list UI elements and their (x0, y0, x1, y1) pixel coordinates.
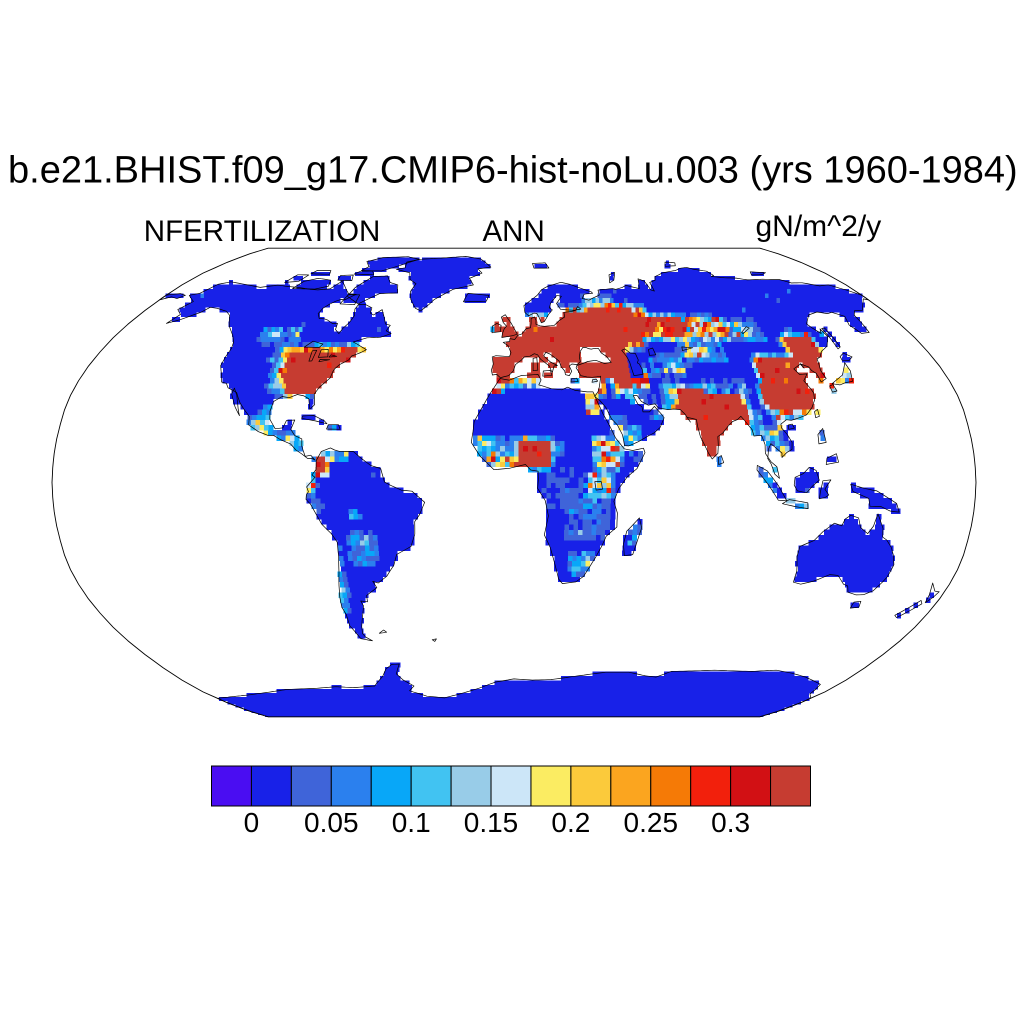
svg-text:0.25: 0.25 (624, 807, 679, 838)
svg-text:gN/m^2/y: gN/m^2/y (756, 210, 882, 243)
svg-text:NFERTILIZATION: NFERTILIZATION (144, 215, 381, 248)
svg-text:0.2: 0.2 (551, 807, 590, 838)
svg-text:ANN: ANN (483, 215, 545, 248)
svg-text:0.1: 0.1 (392, 807, 431, 838)
svg-text:0: 0 (244, 807, 260, 838)
svg-text:b.e21.BHIST.f09_g17.CMIP6-hist: b.e21.BHIST.f09_g17.CMIP6-hist-noLu.003 … (8, 150, 1018, 192)
svg-text:0.15: 0.15 (464, 807, 519, 838)
svg-text:0.05: 0.05 (304, 807, 359, 838)
svg-text:0.3: 0.3 (711, 807, 750, 838)
